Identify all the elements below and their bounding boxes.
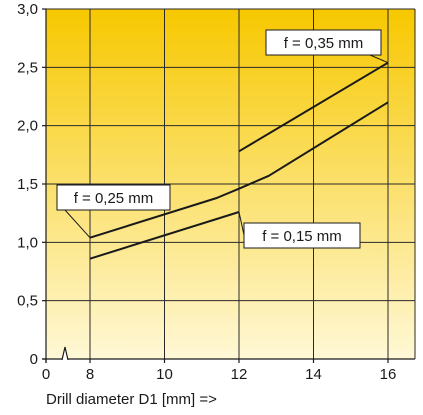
annotation-leaders (64, 54, 389, 239)
x-axis-label: Drill diameter D1 [mm] => (46, 391, 217, 408)
series-label: f = 0,25 mm (74, 190, 154, 207)
annotation-leader (238, 211, 245, 236)
annotations: f = 0,25 mm f = 0,15 mm f = 0,35 mm (56, 29, 382, 249)
x-tick-label: 8 (86, 366, 94, 383)
series-line (238, 61, 389, 153)
axes (42, 8, 415, 363)
y-tick-label: 0 (30, 351, 38, 368)
y-tick-label: 1,5 (17, 176, 38, 193)
tick-labels: 0 0,5 1,0 1,5 2,0 2,5 3,0 0 8 10 12 14 16 (17, 1, 396, 383)
x-tick-label: 12 (231, 366, 248, 383)
annotation-box (56, 184, 171, 211)
annotation-box (265, 29, 382, 56)
series-lines (89, 61, 389, 260)
series-line (89, 211, 240, 260)
annotation-leader (64, 209, 91, 239)
y-tick-label: 3,0 (17, 1, 38, 18)
x-tick-label: 0 (42, 366, 50, 383)
y-tick-label: 1,0 (17, 234, 38, 251)
y-tick-label: 2,5 (17, 59, 38, 76)
series-label: f = 0,15 mm (262, 228, 342, 245)
series-label: f = 0,35 mm (284, 35, 364, 52)
x-tick-label: 14 (305, 366, 322, 383)
x-tick-label: 16 (380, 366, 397, 383)
y-tick-label: 2,0 (17, 118, 38, 135)
axis-break-mark (61, 346, 69, 361)
annotation-box (243, 222, 361, 249)
y-tick-label: 0,5 (17, 293, 38, 310)
annotation-leader (369, 54, 389, 64)
x-tick-label: 10 (156, 366, 173, 383)
series-line (89, 101, 389, 239)
grid (46, 8, 416, 360)
